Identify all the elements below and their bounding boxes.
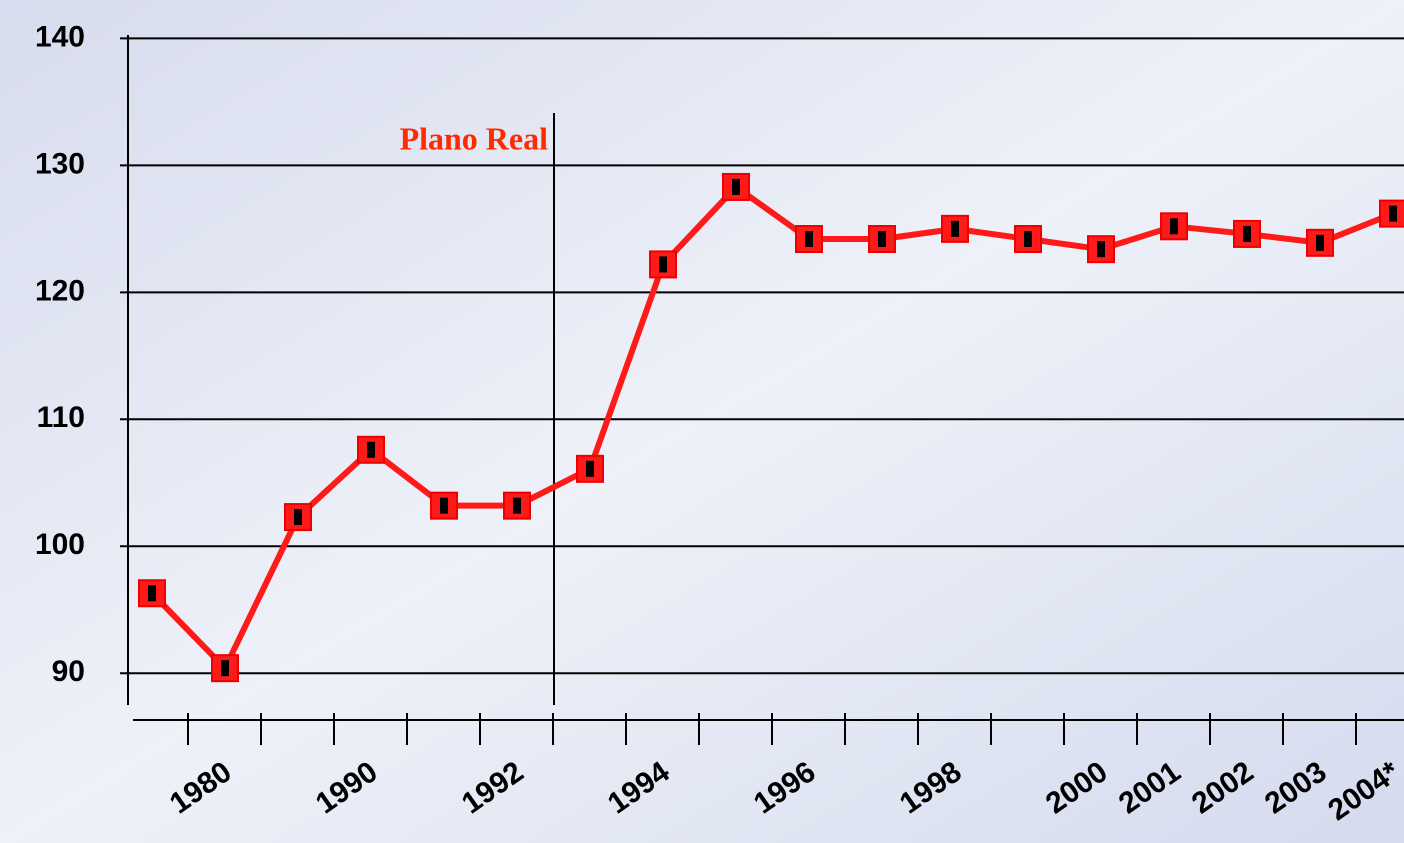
marker-core [367, 441, 375, 458]
marker-core [586, 460, 594, 477]
marker-core [951, 220, 959, 237]
marker-core [1243, 225, 1251, 242]
marker [1233, 219, 1261, 248]
marker-core [1170, 218, 1178, 235]
marker [138, 579, 166, 608]
marker [357, 435, 385, 464]
marker-core [1389, 205, 1397, 222]
marker [211, 654, 239, 683]
y-tick-label: 130 [35, 147, 85, 180]
marker-core [659, 256, 667, 273]
marker-core [513, 497, 521, 514]
marker [1306, 228, 1334, 257]
marker-core [1024, 231, 1032, 248]
y-tick-label: 90 [52, 655, 85, 688]
annotation: Plano Real [400, 120, 549, 156]
marker [795, 225, 823, 254]
y-tick-label: 140 [35, 20, 85, 53]
marker-core [294, 509, 302, 526]
marker-core [148, 585, 156, 602]
marker [1160, 212, 1188, 241]
marker [503, 491, 531, 520]
marker [430, 491, 458, 520]
y-tick-label: 110 [37, 401, 85, 434]
marker [284, 503, 312, 532]
marker-box [1087, 235, 1115, 264]
marker-core [805, 231, 813, 248]
marker [649, 250, 677, 279]
marker [576, 454, 604, 483]
marker-core [440, 497, 448, 514]
marker-box [1160, 212, 1188, 241]
y-tick-label: 100 [35, 528, 85, 561]
marker-core [1316, 234, 1324, 251]
marker-box [138, 579, 166, 608]
marker-core [221, 660, 229, 677]
marker-box [211, 654, 239, 683]
marker-core [878, 231, 886, 248]
marker [1379, 199, 1404, 228]
marker [722, 172, 750, 201]
marker [941, 214, 969, 243]
marker-core [732, 178, 740, 195]
marker-core [1097, 241, 1105, 258]
marker-box [1379, 199, 1404, 228]
marker [868, 225, 896, 254]
marker [1014, 225, 1042, 254]
y-tick-label: 120 [35, 274, 85, 307]
marker [1087, 235, 1115, 264]
